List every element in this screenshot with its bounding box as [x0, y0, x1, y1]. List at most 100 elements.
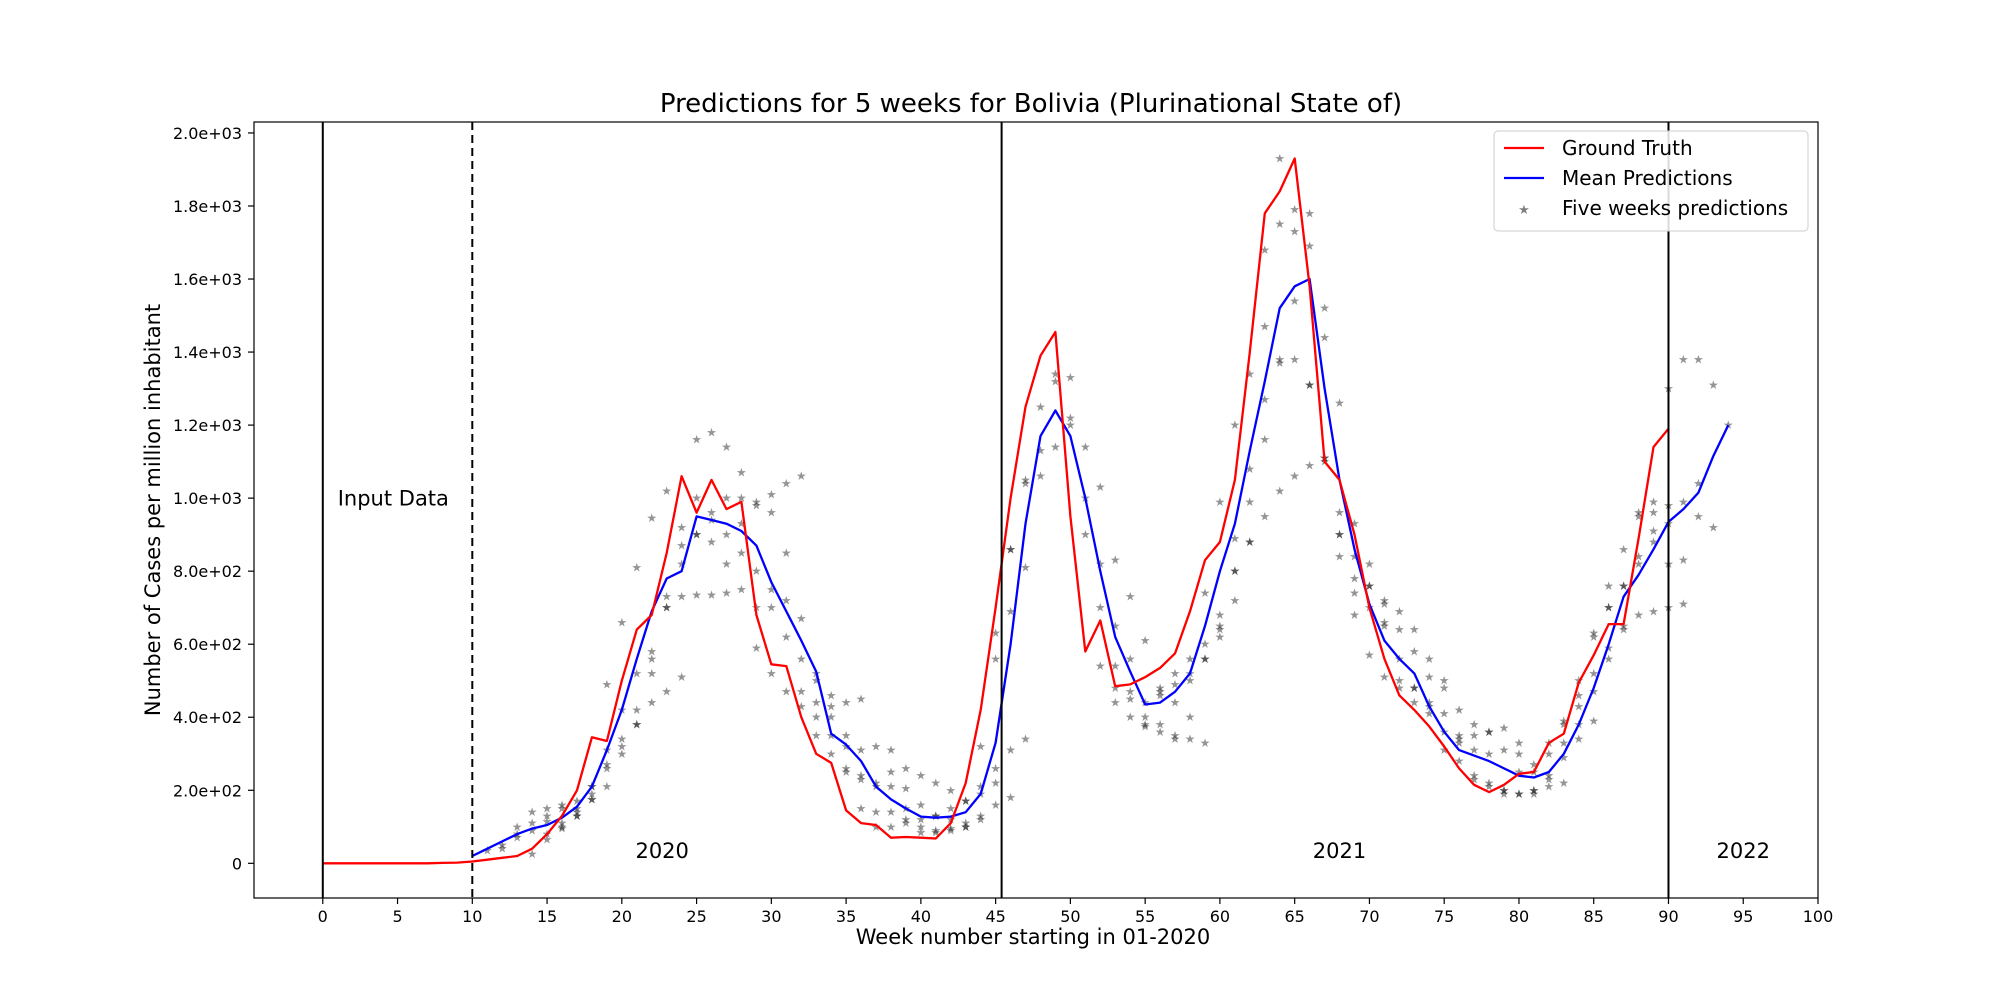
- prediction-point: ★: [1708, 378, 1719, 392]
- prediction-point: ★: [1140, 719, 1151, 733]
- prediction-point: ★: [1558, 714, 1569, 728]
- prediction-point: ★: [1304, 378, 1315, 392]
- prediction-point: ★: [826, 699, 837, 713]
- prediction-point: ★: [1484, 776, 1495, 790]
- prediction-point: ★: [871, 776, 882, 790]
- prediction-point: ★: [1394, 623, 1405, 637]
- prediction-point: ★: [1289, 294, 1300, 308]
- prediction-point: ★: [1529, 783, 1540, 797]
- prediction-point: ★: [1155, 688, 1166, 702]
- prediction-point: ★: [616, 747, 627, 761]
- prediction-point: ★: [1618, 619, 1629, 633]
- prediction-point: ★: [676, 590, 687, 604]
- prediction-point: ★: [691, 491, 702, 505]
- prediction-point: ★: [1095, 659, 1106, 673]
- prediction-point: ★: [1424, 670, 1435, 684]
- prediction-point: ★: [841, 761, 852, 775]
- prediction-point: ★: [1244, 535, 1255, 549]
- prediction-point: ★: [661, 601, 672, 615]
- prediction-point: ★: [1439, 743, 1450, 757]
- prediction-point: ★: [975, 812, 986, 826]
- prediction-point: ★: [1020, 561, 1031, 575]
- y-tick-label: 0: [232, 854, 242, 873]
- prediction-point: ★: [1469, 728, 1480, 742]
- prediction-point: ★: [990, 798, 1001, 812]
- prediction-point: ★: [706, 535, 717, 549]
- prediction-point: ★: [557, 816, 568, 830]
- x-tick-label: 5: [392, 907, 402, 926]
- prediction-point: ★: [1514, 765, 1525, 779]
- prediction-point: ★: [1529, 783, 1540, 797]
- prediction-point: ★: [975, 739, 986, 753]
- prediction-point: ★: [915, 769, 926, 783]
- prediction-point: ★: [1573, 732, 1584, 746]
- prediction-point: ★: [721, 586, 732, 600]
- x-tick-label: 55: [1135, 907, 1155, 926]
- prediction-point: ★: [1603, 601, 1614, 615]
- prediction-point: ★: [811, 696, 822, 710]
- prediction-point: ★: [1648, 495, 1659, 509]
- prediction-point: ★: [1409, 623, 1420, 637]
- prediction-point: ★: [646, 511, 657, 525]
- prediction-point: ★: [1469, 769, 1480, 783]
- prediction-point: ★: [527, 823, 538, 837]
- prediction-point: ★: [1020, 473, 1031, 487]
- prediction-point: ★: [1693, 352, 1704, 366]
- prediction-point: ★: [1215, 623, 1226, 637]
- prediction-point: ★: [766, 666, 777, 680]
- prediction-point: ★: [1170, 728, 1181, 742]
- prediction-point: ★: [572, 805, 583, 819]
- prediction-point: ★: [1603, 641, 1614, 655]
- prediction-point: ★: [1514, 736, 1525, 750]
- prediction-point: ★: [1065, 418, 1076, 432]
- prediction-point: ★: [1439, 707, 1450, 721]
- x-tick-label: 60: [1210, 907, 1230, 926]
- prediction-point: ★: [1708, 520, 1719, 534]
- prediction-point: ★: [601, 677, 612, 691]
- prediction-point: ★: [1050, 440, 1061, 454]
- prediction-point: ★: [1454, 732, 1465, 746]
- prediction-point: ★: [796, 469, 807, 483]
- prediction-point: ★: [1618, 623, 1629, 637]
- prediction-point: ★: [1454, 754, 1465, 768]
- prediction-point: ★: [856, 802, 867, 816]
- prediction-point: ★: [1573, 688, 1584, 702]
- prediction-point: ★: [631, 703, 642, 717]
- prediction-point: ★: [1274, 356, 1285, 370]
- prediction-point: ★: [676, 670, 687, 684]
- prediction-point: ★: [945, 812, 956, 826]
- prediction-point: ★: [527, 816, 538, 830]
- prediction-point: ★: [1110, 619, 1121, 633]
- prediction-point: ★: [1454, 703, 1465, 717]
- prediction-point: ★: [1229, 564, 1240, 578]
- x-tick-label: 80: [1509, 907, 1529, 926]
- prediction-point: ★: [915, 825, 926, 839]
- x-tick-label: 70: [1359, 907, 1379, 926]
- prediction-point: ★: [930, 776, 941, 790]
- prediction-point: ★: [1499, 721, 1510, 735]
- prediction-point: ★: [811, 728, 822, 742]
- prediction-point: ★: [826, 688, 837, 702]
- prediction-point: ★: [646, 645, 657, 659]
- prediction-point: ★: [616, 739, 627, 753]
- prediction-point: ★: [1543, 780, 1554, 794]
- prediction-point: ★: [1319, 301, 1330, 315]
- prediction-point: ★: [1633, 550, 1644, 564]
- prediction-point: ★: [1558, 750, 1569, 764]
- prediction-point: ★: [796, 652, 807, 666]
- prediction-point: ★: [557, 802, 568, 816]
- prediction-point: ★: [1588, 626, 1599, 640]
- prediction-point: ★: [527, 805, 538, 819]
- prediction-point: ★: [945, 823, 956, 837]
- prediction-point: ★: [1543, 747, 1554, 761]
- prediction-point: ★: [1379, 619, 1390, 633]
- prediction-point: ★: [1469, 772, 1480, 786]
- prediction-point: ★: [1364, 648, 1375, 662]
- prediction-point: ★: [1379, 593, 1390, 607]
- prediction-point: ★: [960, 820, 971, 834]
- legend-label-five-weeks: Five weeks predictions: [1562, 196, 1788, 220]
- prediction-point: ★: [841, 739, 852, 753]
- prediction-point: ★: [1274, 152, 1285, 166]
- prediction-point: ★: [631, 666, 642, 680]
- prediction-point: ★: [841, 765, 852, 779]
